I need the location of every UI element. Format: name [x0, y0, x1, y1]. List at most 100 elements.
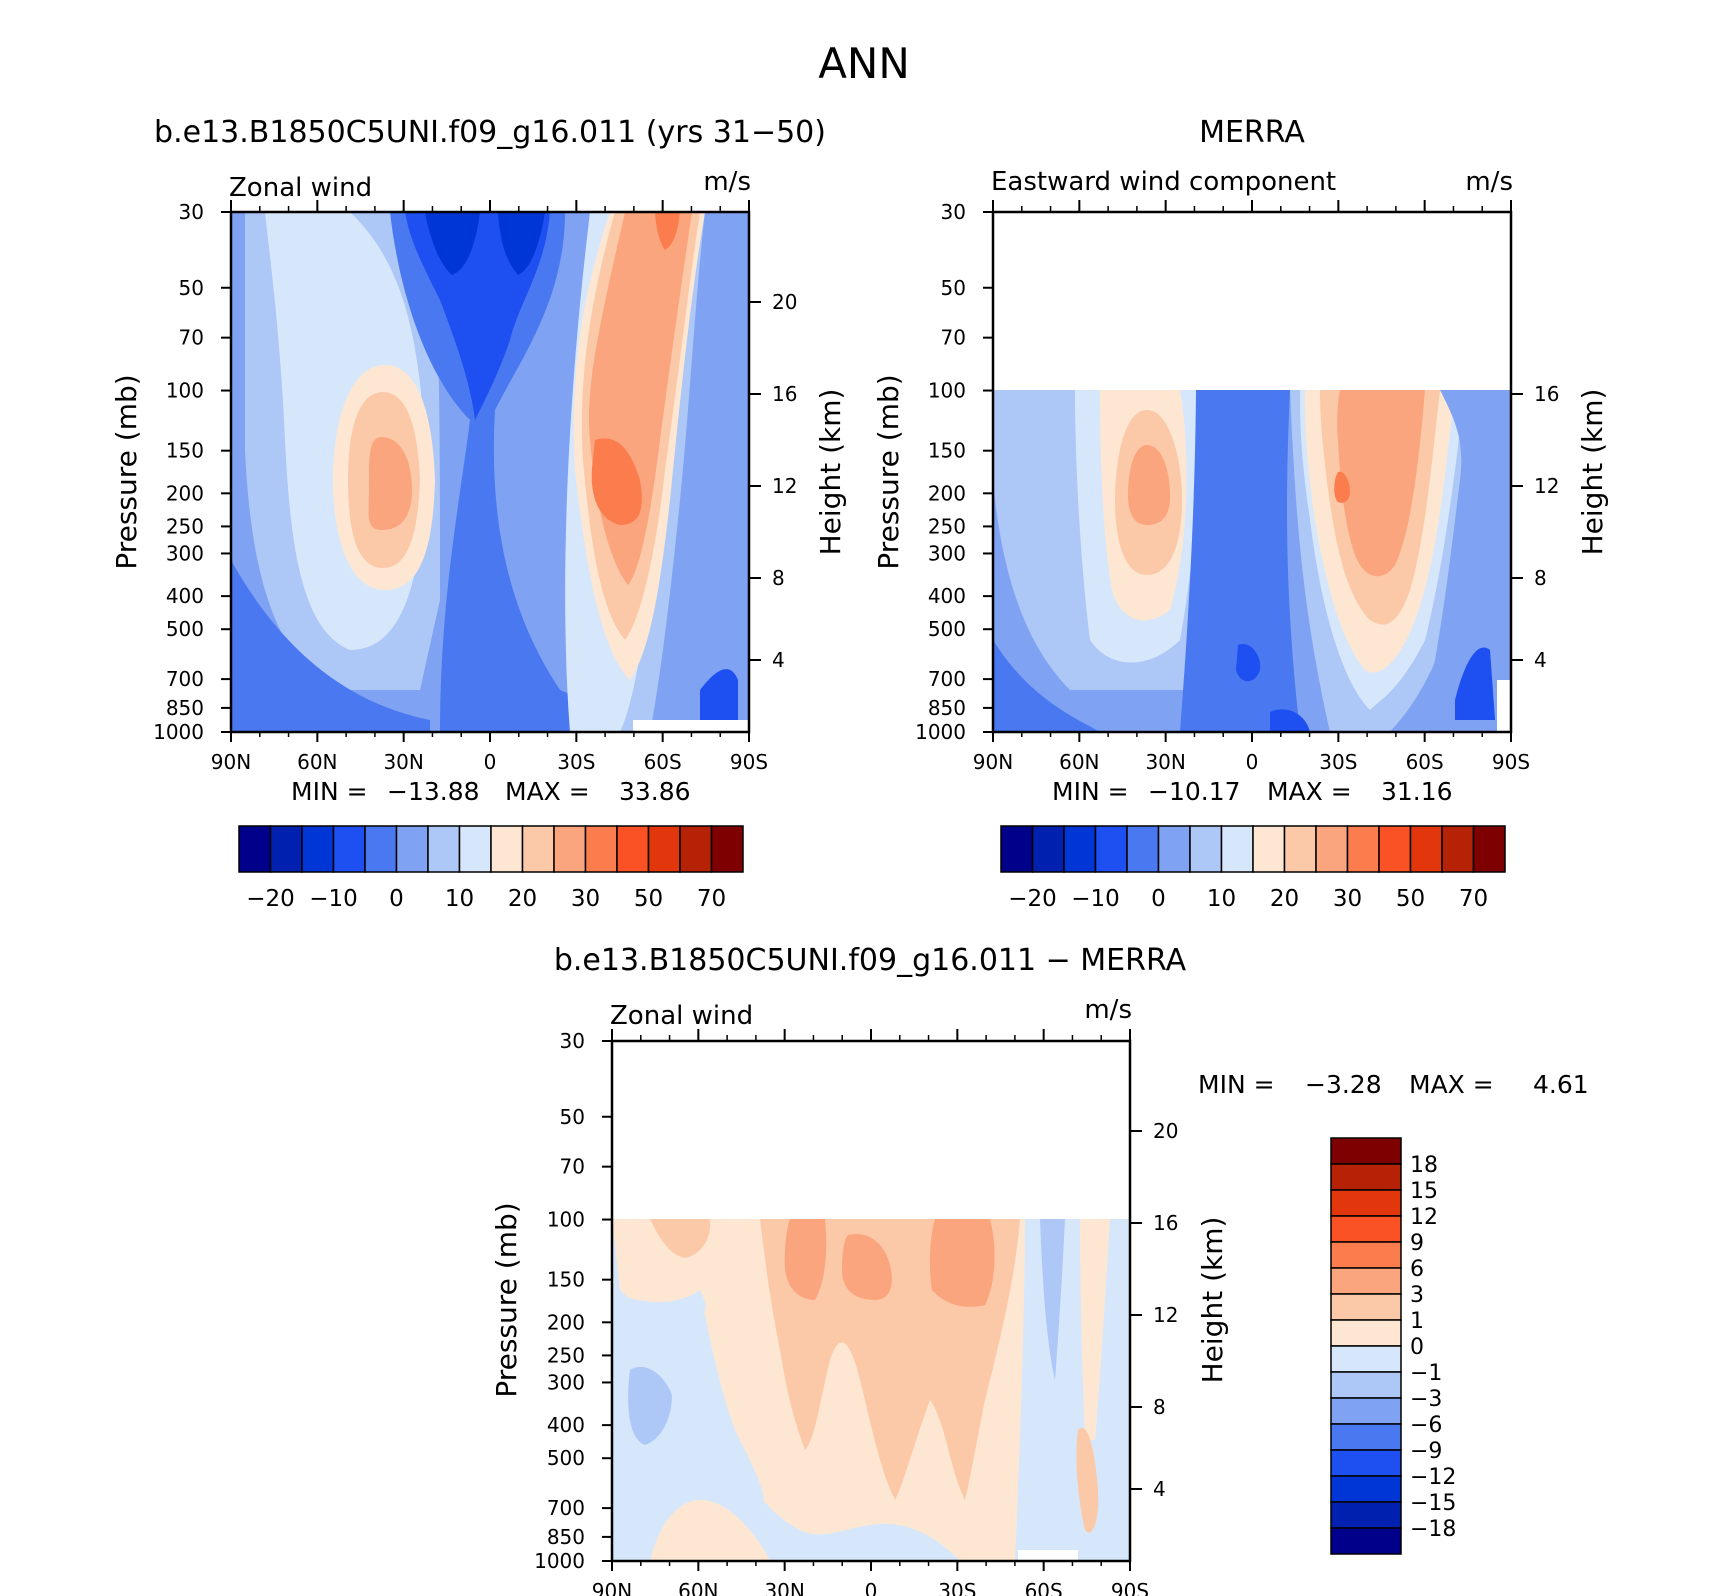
contour-band [1337, 390, 1425, 577]
contour-band [842, 1234, 892, 1300]
colorbar-label: 15 [1410, 1179, 1438, 1204]
y-tick-label: 30 [560, 1029, 585, 1053]
y-tick-label: 50 [941, 276, 966, 300]
colorbar-label: 10 [1207, 886, 1236, 912]
y-tick-label: 100 [928, 379, 966, 403]
colorbar-swatch [364, 825, 398, 873]
colorbar-swatch [1220, 825, 1254, 873]
contour-band [1128, 445, 1170, 525]
colorbar-swatch [1189, 825, 1223, 873]
colorbar-label: 20 [1270, 886, 1299, 912]
colorbar-label: −18 [1410, 1517, 1456, 1542]
missing-data [1497, 680, 1511, 732]
colorbar-swatch [1330, 1293, 1402, 1321]
page-title: ANN [818, 39, 910, 88]
height-tick-label: 4 [772, 648, 785, 672]
y-tick-label: 300 [928, 541, 966, 565]
contour-band [700, 669, 738, 720]
colorbar-label: 20 [508, 886, 537, 912]
colorbar-swatch [1315, 825, 1349, 873]
y-tick-label: 1000 [915, 720, 966, 744]
height-tick-label: 8 [1534, 566, 1547, 590]
colorbar-label: 1 [1410, 1309, 1424, 1334]
units-label: m/s [703, 167, 751, 197]
colorbar-swatch [1031, 825, 1065, 873]
colorbar-swatch [1330, 1215, 1402, 1243]
y-tick-label: 70 [941, 326, 966, 350]
contour-band [1015, 1219, 1080, 1561]
colorbar-label: −10 [1071, 886, 1120, 912]
y-tick-label: 300 [166, 541, 204, 565]
contour-band [498, 212, 545, 275]
colorbar-label: −15 [1410, 1491, 1456, 1516]
y-axis-label: Pressure (mb) [872, 374, 905, 569]
colorbar-swatch [1094, 825, 1128, 873]
y-tick-label: 1000 [534, 1549, 585, 1573]
x-tick-label: 90N [973, 750, 1013, 774]
x-tick-label: 0 [865, 1579, 878, 1596]
x-axis: 90N 60N 30N 0 30S 60S 90S [592, 1029, 1149, 1596]
colorbar-label: −1 [1410, 1361, 1442, 1386]
contour-band [368, 437, 412, 530]
colorbar-swatch [1330, 1267, 1402, 1295]
panel-title: b.e13.B1850C5UNI.f09_g16.011 (yrs 31−50) [154, 115, 826, 150]
y-tick-label: 100 [166, 379, 204, 403]
max-value: 31.16 [1381, 777, 1453, 806]
min-value: −13.88 [387, 777, 480, 806]
y-tick-label: 250 [166, 514, 204, 538]
colorbar: −20 −10 0 10 20 30 50 70 [1000, 825, 1506, 912]
field-label: Zonal wind [610, 1001, 753, 1031]
colorbar-swatch [1330, 1137, 1402, 1165]
colorbar-swatch [490, 825, 524, 873]
height-tick-label: 16 [1534, 382, 1559, 406]
height-axis: 16 12 8 4 [1511, 382, 1559, 672]
x-tick-label: 0 [1246, 750, 1259, 774]
colorbar-swatch [1252, 825, 1286, 873]
colorbar-swatch [1000, 825, 1034, 873]
x-tick-label: 30S [557, 750, 595, 774]
contour-band [655, 212, 680, 250]
x-tick-label: 90S [1111, 1579, 1149, 1596]
colorbar-label: −3 [1410, 1387, 1442, 1412]
colorbar-label: 50 [634, 886, 663, 912]
colorbar-label: 50 [1396, 886, 1425, 912]
height-axis-label: Height (km) [814, 389, 847, 556]
missing-data [612, 1041, 1130, 1219]
colorbar-swatch [1330, 1475, 1402, 1503]
contour-band [425, 212, 480, 275]
y-tick-label: 1000 [153, 720, 204, 744]
y-tick-label: 500 [928, 617, 966, 641]
x-tick-label: 60N [678, 1579, 718, 1596]
colorbar-label: −20 [1008, 886, 1057, 912]
height-tick-label: 4 [1534, 648, 1547, 672]
contour-band [650, 1219, 711, 1258]
colorbar-swatch [616, 825, 650, 873]
colorbar-swatch [1472, 825, 1506, 873]
colorbar-label: −20 [246, 886, 295, 912]
height-tick-label: 8 [772, 566, 785, 590]
colorbar-swatch [1330, 1501, 1402, 1529]
y-tick-label: 300 [547, 1370, 585, 1394]
colorbar-swatch [1063, 825, 1097, 873]
min-label: MIN = [1052, 777, 1129, 806]
contour-band [612, 1290, 764, 1561]
colorbar-swatch [332, 825, 366, 873]
colorbar-swatch [301, 825, 335, 873]
x-tick-label: 60S [1406, 750, 1444, 774]
contour-band [929, 1219, 995, 1307]
colorbar-label: 18 [1410, 1153, 1438, 1178]
colorbar-swatch [1330, 1163, 1402, 1191]
contour-band [1455, 647, 1495, 720]
y-tick-label: 500 [166, 617, 204, 641]
min-value: −10.17 [1148, 777, 1241, 806]
colorbar-label: 6 [1410, 1257, 1424, 1282]
x-tick-label: 30S [1319, 750, 1357, 774]
height-axis: 20 16 12 8 4 [1130, 1119, 1178, 1501]
colorbar: −20 −10 0 10 20 30 50 70 [238, 825, 744, 912]
y-tick-label: 100 [547, 1208, 585, 1232]
colorbar-swatch [584, 825, 618, 873]
x-tick-label: 90N [211, 750, 251, 774]
y-tick-label: 400 [928, 584, 966, 608]
x-tick-label: 90N [592, 1579, 632, 1596]
